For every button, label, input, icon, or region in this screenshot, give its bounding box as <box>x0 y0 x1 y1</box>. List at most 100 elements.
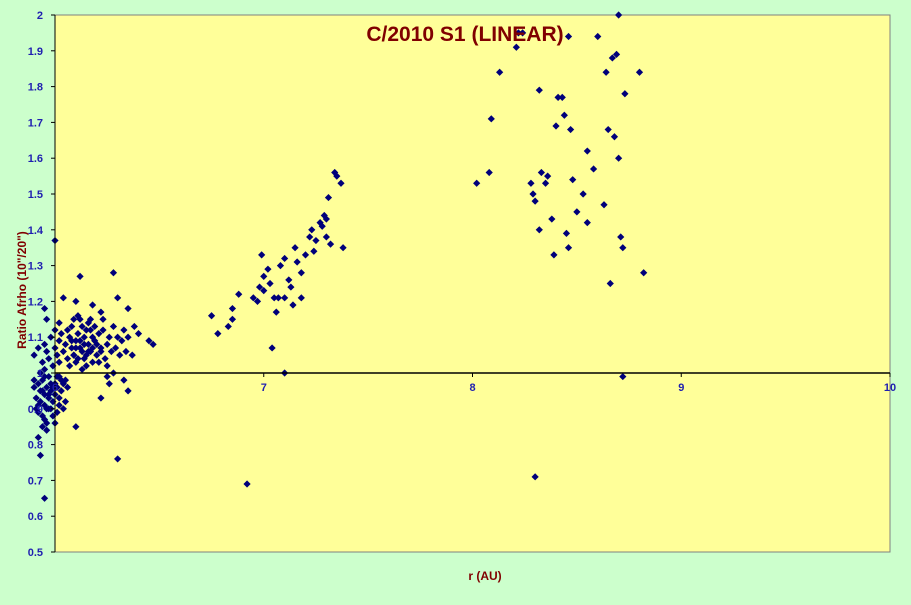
data-point <box>473 179 481 187</box>
data-point <box>53 372 61 381</box>
data-point <box>531 197 539 205</box>
data-point <box>308 226 316 234</box>
data-point <box>43 383 51 391</box>
data-point <box>485 168 493 177</box>
data-point <box>604 125 612 134</box>
data-point <box>61 376 70 384</box>
data-point <box>122 347 130 356</box>
data-point <box>103 372 111 381</box>
data-point <box>619 244 627 252</box>
data-point <box>145 337 153 345</box>
data-point <box>281 254 289 263</box>
y-tick-label: 1.2 <box>28 296 43 308</box>
data-point <box>253 297 262 305</box>
data-point <box>285 276 293 284</box>
data-point <box>519 29 527 37</box>
data-point <box>93 340 101 348</box>
data-point <box>617 233 625 241</box>
data-point <box>619 372 627 381</box>
data-point <box>57 387 65 395</box>
data-point <box>74 330 82 338</box>
chart-title: C/2010 S1 (LINEAR) <box>366 23 563 46</box>
data-point <box>86 315 95 323</box>
data-point <box>260 287 268 295</box>
data-point <box>32 394 40 402</box>
data-point <box>322 233 330 241</box>
data-point <box>537 168 545 177</box>
data-point <box>635 68 644 76</box>
data-point <box>57 376 65 384</box>
data-point <box>316 219 324 227</box>
data-point <box>34 408 42 416</box>
y-tick-label: 0.8 <box>28 440 43 452</box>
data-point <box>30 376 38 384</box>
data-point <box>80 340 88 348</box>
data-point <box>47 380 55 388</box>
data-point <box>552 122 560 130</box>
data-point <box>228 304 237 313</box>
data-point <box>40 390 49 399</box>
data-point <box>640 269 648 277</box>
data-point <box>268 344 276 352</box>
data-point <box>274 294 282 302</box>
data-point <box>312 236 320 245</box>
data-point <box>105 380 113 388</box>
data-point <box>70 315 78 323</box>
data-point <box>91 322 99 331</box>
data-point <box>207 312 216 320</box>
y-tick-label: 1.9 <box>28 46 43 58</box>
data-point <box>124 387 132 395</box>
data-point <box>116 351 124 359</box>
data-point <box>30 383 38 391</box>
data-point <box>63 326 72 334</box>
data-point <box>47 333 55 341</box>
y-tick-label: 0.6 <box>28 511 43 523</box>
data-point <box>55 394 63 402</box>
data-point <box>214 330 222 338</box>
y-axis-title: Ratio Afrho (10"/20") <box>15 231 29 349</box>
data-point <box>621 90 629 98</box>
data-point <box>583 147 591 155</box>
data-point <box>600 201 608 209</box>
data-point <box>82 351 90 359</box>
data-point <box>45 372 53 381</box>
data-point <box>331 168 339 177</box>
data-point <box>43 405 51 413</box>
data-point <box>36 451 44 459</box>
data-point <box>49 362 57 370</box>
data-point <box>38 423 47 431</box>
data-point <box>293 258 301 266</box>
data-point <box>63 355 72 363</box>
data-point <box>535 86 543 94</box>
data-point <box>529 190 537 198</box>
data-point <box>72 358 80 366</box>
data-point <box>34 344 42 352</box>
data-point <box>49 398 57 406</box>
data-point <box>527 179 535 187</box>
data-point <box>264 265 272 273</box>
data-point <box>105 333 113 341</box>
data-point <box>120 326 128 334</box>
data-point <box>66 362 74 370</box>
data-point <box>111 344 120 352</box>
data-point <box>120 376 128 384</box>
data-point <box>68 322 76 331</box>
data-point <box>558 93 566 101</box>
data-point <box>114 294 122 302</box>
data-point <box>36 369 44 377</box>
data-point <box>266 279 274 288</box>
data-point <box>63 383 72 391</box>
data-point <box>287 283 295 291</box>
data-point <box>40 401 49 409</box>
data-point <box>55 358 63 366</box>
data-point <box>130 322 138 331</box>
data-point <box>114 455 122 463</box>
data-point <box>74 312 82 320</box>
data-point <box>318 222 326 230</box>
data-point <box>320 211 328 220</box>
data-point <box>88 301 97 309</box>
data-point <box>291 244 299 252</box>
y-tick-label: 1.5 <box>28 189 43 201</box>
data-point <box>548 215 556 223</box>
